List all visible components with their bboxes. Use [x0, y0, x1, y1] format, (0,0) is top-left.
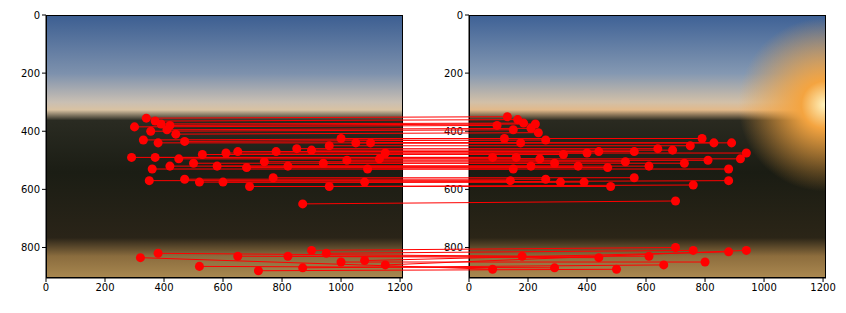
svg-text:1000: 1000 [328, 282, 353, 293]
svg-text:200: 200 [518, 282, 537, 293]
svg-text:800: 800 [695, 282, 714, 293]
svg-text:0: 0 [466, 282, 472, 293]
svg-text:800: 800 [272, 282, 291, 293]
svg-text:800: 800 [21, 242, 40, 253]
svg-text:600: 600 [636, 282, 655, 293]
svg-text:200: 200 [444, 68, 463, 79]
svg-text:0: 0 [34, 10, 40, 21]
svg-text:600: 600 [444, 184, 463, 195]
svg-text:800: 800 [444, 242, 463, 253]
svg-text:600: 600 [213, 282, 232, 293]
svg-text:600: 600 [21, 184, 40, 195]
svg-text:0: 0 [457, 10, 463, 21]
svg-text:200: 200 [95, 282, 114, 293]
svg-text:1200: 1200 [810, 282, 835, 293]
svg-text:400: 400 [21, 126, 40, 137]
svg-text:1000: 1000 [751, 282, 776, 293]
svg-text:200: 200 [21, 68, 40, 79]
svg-text:400: 400 [154, 282, 173, 293]
svg-text:400: 400 [444, 126, 463, 137]
svg-text:400: 400 [577, 282, 596, 293]
svg-text:0: 0 [43, 282, 49, 293]
svg-text:1200: 1200 [387, 282, 412, 293]
